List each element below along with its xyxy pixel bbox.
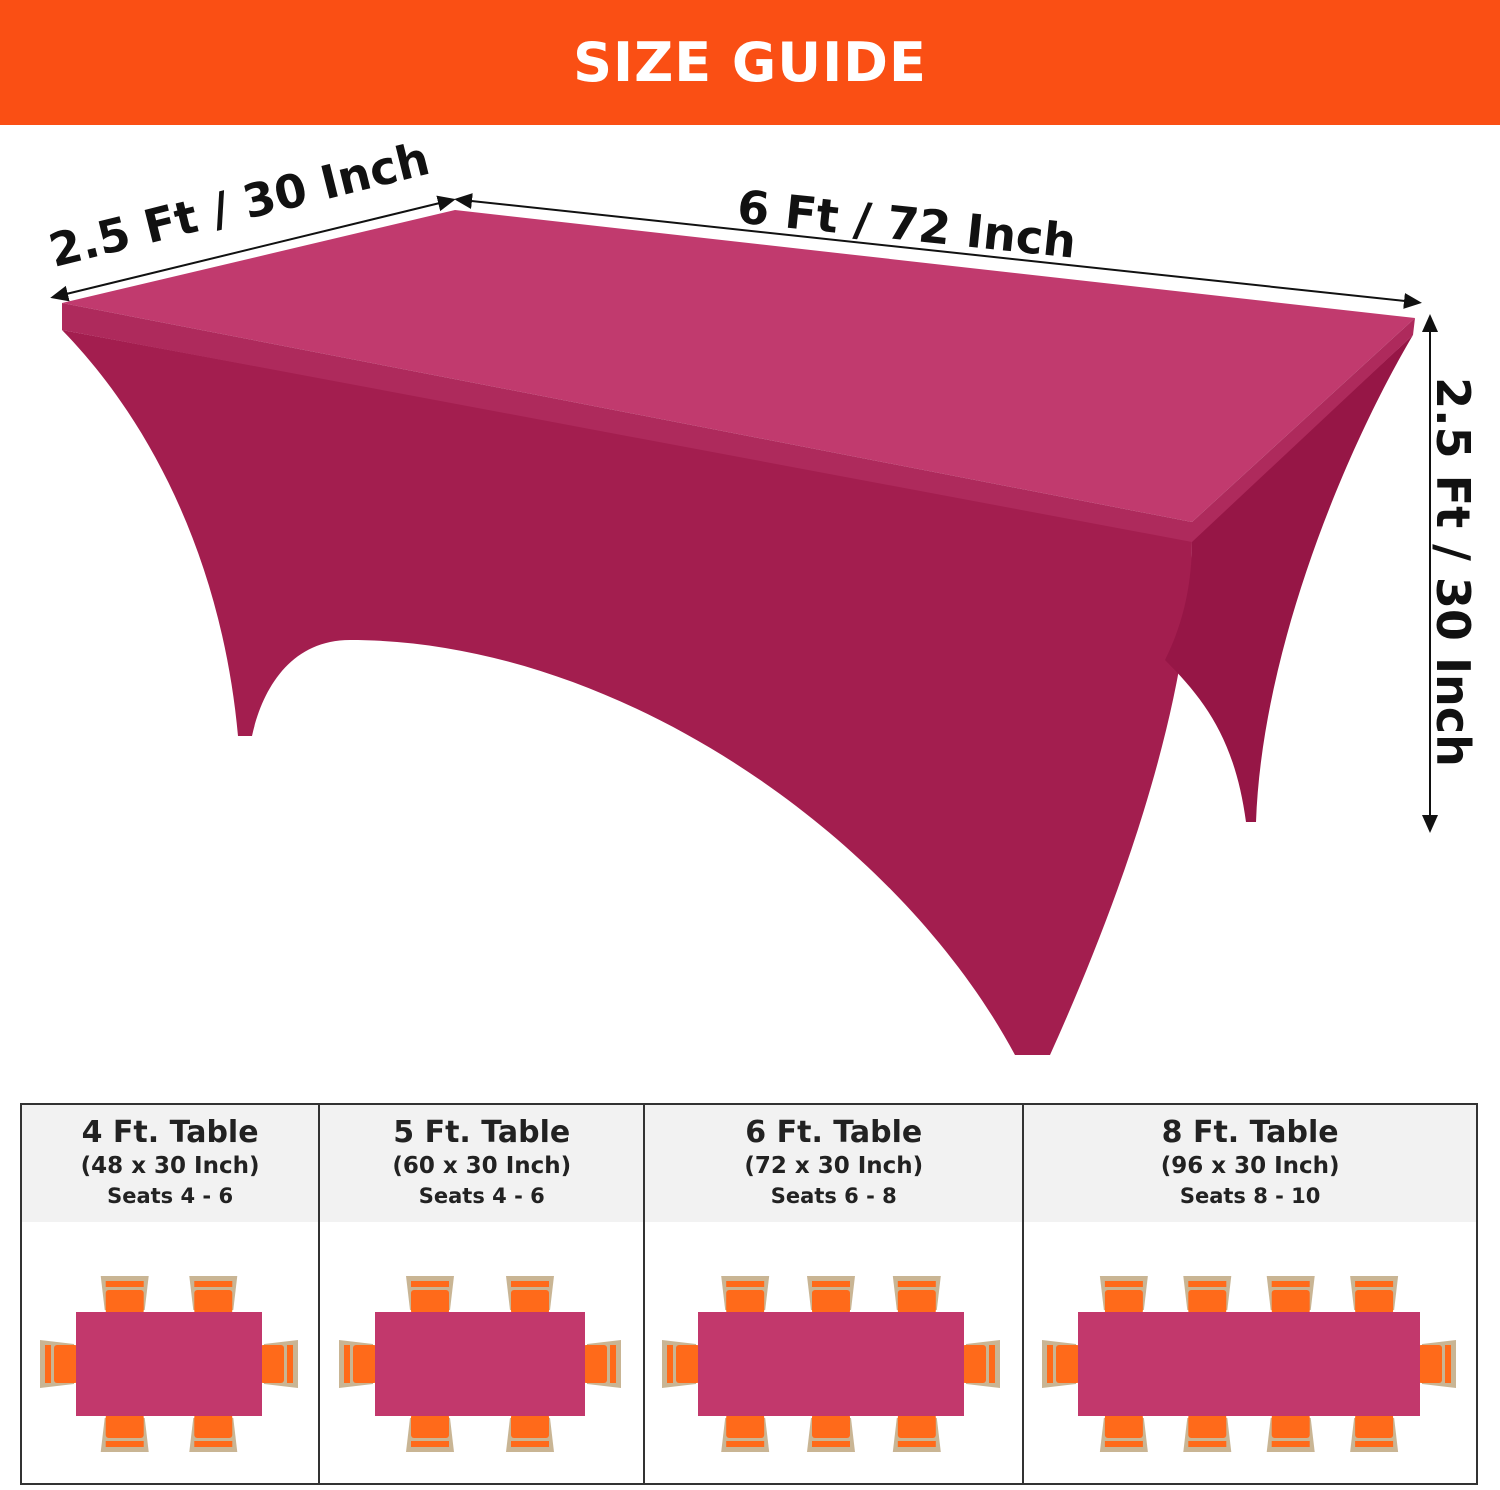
table-top-view (1078, 1312, 1421, 1416)
chair-icon (40, 1340, 78, 1388)
table-size-chart: 4 Ft. Table (48 x 30 Inch) Seats 4 - 6 5… (20, 1103, 1478, 1485)
table-seats: Seats 8 - 10 (1179, 1184, 1321, 1208)
chair-icon (1266, 1414, 1315, 1452)
cover-front-face (62, 330, 1192, 1055)
chair-icon (1350, 1414, 1399, 1452)
table-seats: Seats 4 - 6 (418, 1184, 545, 1208)
seating-diagram (40, 1276, 298, 1452)
chair-icon (721, 1414, 770, 1452)
table-option-6ft: 6 Ft. Table (72 x 30 Inch) Seats 6 - 8 (645, 1105, 1025, 1483)
chair-icon (893, 1414, 942, 1452)
chair-icon (1266, 1276, 1315, 1314)
chair-icon (583, 1340, 622, 1388)
table-size: (96 x 30 Inch) (1160, 1153, 1340, 1179)
table-option-header: 6 Ft. Table (72 x 30 Inch) Seats 6 - 8 (645, 1105, 1023, 1222)
table-option-header: 5 Ft. Table (60 x 30 Inch) Seats 4 - 6 (320, 1105, 644, 1222)
table-top-view (375, 1312, 586, 1416)
size-guide-banner: SIZE GUIDE (0, 0, 1500, 125)
chair-icon (1183, 1414, 1232, 1452)
table-option-header: 4 Ft. Table (48 x 30 Inch) Seats 4 - 6 (22, 1105, 319, 1222)
chair-icon (1183, 1276, 1232, 1314)
chair-icon (100, 1414, 149, 1452)
table-option-4ft: 4 Ft. Table (48 x 30 Inch) Seats 4 - 6 (22, 1105, 321, 1483)
seating-diagram (339, 1276, 622, 1452)
table-size: (60 x 30 Inch) (392, 1153, 572, 1179)
table-title: 6 Ft. Table (745, 1115, 923, 1150)
chair-icon (807, 1414, 856, 1452)
chair-icon (189, 1414, 238, 1452)
table-title: 4 Ft. Table (81, 1115, 259, 1150)
table-option-header: 8 Ft. Table (96 x 30 Inch) Seats 8 - 10 (1024, 1105, 1476, 1222)
table-option-8ft: 8 Ft. Table (96 x 30 Inch) Seats 8 - 10 (1024, 1105, 1476, 1483)
table-size: (48 x 30 Inch) (80, 1153, 260, 1179)
table-seats: Seats 6 - 8 (770, 1184, 897, 1208)
chair-icon (807, 1276, 856, 1314)
page-title: SIZE GUIDE (573, 31, 927, 94)
chair-icon (662, 1340, 701, 1388)
seating-diagram (662, 1276, 1001, 1452)
seating-diagram (1042, 1276, 1457, 1452)
chair-icon (1100, 1414, 1149, 1452)
chair-icon (721, 1276, 770, 1314)
tablecloth-image: 2.5 Ft / 30 Inch 6 Ft / 72 Inch 2.5 Ft /… (44, 131, 1480, 1055)
table-option-5ft: 5 Ft. Table (60 x 30 Inch) Seats 4 - 6 (320, 1105, 646, 1483)
table-top-view (76, 1312, 262, 1416)
chair-icon (260, 1340, 298, 1388)
table-title: 5 Ft. Table (393, 1115, 571, 1150)
chair-icon (339, 1340, 378, 1388)
chair-icon (506, 1276, 555, 1314)
table-size: (72 x 30 Inch) (744, 1153, 924, 1179)
chair-icon (1100, 1276, 1149, 1314)
cover-side-face (1165, 335, 1413, 822)
table-title: 8 Ft. Table (1161, 1115, 1339, 1150)
chair-icon (506, 1414, 555, 1452)
chair-icon (100, 1276, 149, 1314)
chair-icon (406, 1276, 455, 1314)
chair-icon (1350, 1276, 1399, 1314)
height-label: 2.5 Ft / 30 Inch (1426, 377, 1480, 767)
chair-icon (962, 1340, 1001, 1388)
width-arrow (50, 195, 456, 302)
chair-icon (1418, 1340, 1457, 1388)
chair-icon (406, 1414, 455, 1452)
chair-icon (189, 1276, 238, 1314)
chair-icon (893, 1276, 942, 1314)
length-arrow (454, 193, 1422, 309)
table-seats: Seats 4 - 6 (107, 1184, 234, 1208)
table-top-view (698, 1312, 965, 1416)
chair-icon (1042, 1340, 1081, 1388)
